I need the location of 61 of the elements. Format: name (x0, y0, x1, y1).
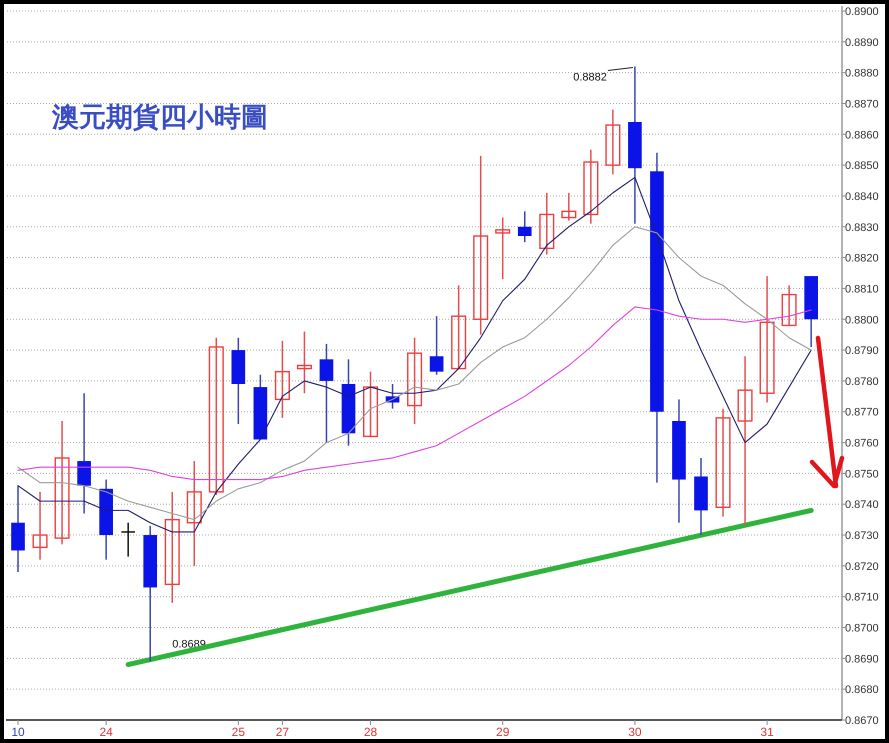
candlestick (54, 420, 70, 546)
candlestick (296, 330, 312, 394)
annotation: 0.8882 (573, 71, 607, 84)
y-tick-label: 0.8880 (845, 68, 879, 80)
candlestick (32, 491, 48, 560)
y-tick-label: 0.8750 (845, 468, 879, 480)
y-tick-label: 0.8690 (845, 653, 879, 666)
x-tick-label: 10 (11, 725, 26, 739)
candlestick (495, 216, 510, 280)
y-tick-label: 0.8860 (845, 129, 879, 142)
y-tick-label: 0.8800 (845, 314, 879, 326)
candlestick (451, 284, 466, 370)
y-tick-label: 0.8810 (845, 283, 879, 296)
y-tick-label: 0.8820 (845, 252, 879, 265)
candlestick (539, 192, 554, 256)
candlestick (120, 522, 136, 558)
x-tick-label: 28 (364, 725, 378, 739)
candlestick (164, 491, 180, 604)
text: 澳元期貨四小時圖 (51, 102, 268, 132)
candlestick (208, 337, 224, 496)
candlestick (605, 108, 620, 176)
y-tick-label: 0.8850 (845, 160, 879, 172)
y-tick-label: 0.8780 (845, 376, 879, 388)
candlestick (186, 460, 202, 567)
candlestick (782, 284, 797, 326)
y-tick-label: 0.8790 (845, 345, 879, 358)
x-tick-label: 31 (760, 725, 774, 739)
y-tick-label: 0.8830 (845, 222, 879, 234)
candlestick (362, 370, 378, 438)
x-tick-label: 29 (496, 725, 510, 739)
x-tick-label: 25 (232, 725, 246, 739)
y-tick-label: 0.8870 (845, 98, 879, 110)
candlestick (561, 192, 576, 222)
y-tick-label: 0.8680 (845, 684, 879, 696)
y-tick-label: 0.8730 (845, 530, 879, 542)
candlestick (518, 210, 532, 243)
y-tick-label: 0.8840 (845, 190, 879, 203)
y-tick-label: 0.8900 (845, 6, 879, 18)
candlestick (320, 343, 334, 444)
candlestick (716, 408, 731, 518)
candlestick (583, 148, 598, 224)
x-tick-label: 27 (276, 725, 290, 739)
y-tick-label: 0.8760 (845, 438, 879, 450)
y-tick-label: 0.8890 (845, 36, 879, 49)
candlestick (274, 340, 290, 419)
line-series (17, 176, 812, 533)
candlestick (473, 155, 488, 336)
y-tick-label: 0.8770 (845, 406, 879, 419)
y-tick-label: 0.8670 (845, 715, 879, 727)
candlestick (760, 275, 775, 404)
y-tick-label: 0.8740 (845, 499, 879, 512)
x-tick-label: 24 (99, 725, 114, 739)
x-tick-label: 30 (628, 725, 642, 739)
candlestick (738, 356, 753, 527)
y-tick-label: 0.8700 (845, 622, 879, 635)
candlestick (407, 337, 422, 425)
candlestick (430, 315, 444, 376)
y-tick-label: 0.8710 (845, 592, 879, 604)
line-series (17, 306, 812, 480)
y-tick-label: 0.8720 (845, 560, 879, 573)
line-series (17, 226, 812, 520)
